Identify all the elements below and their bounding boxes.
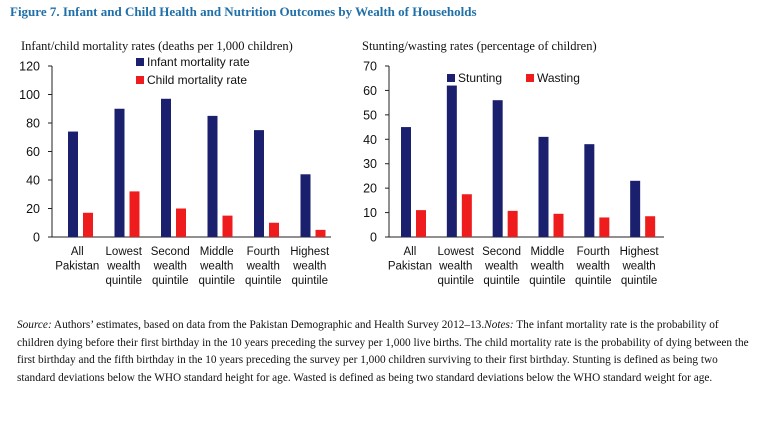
bar-secondary <box>269 222 279 237</box>
y-tick-label: 100 <box>19 88 40 102</box>
bar-secondary <box>507 210 518 237</box>
bar-secondary <box>129 191 140 237</box>
legend-label: Stunting <box>458 71 502 85</box>
bar-primary <box>161 98 171 238</box>
right-chart-title: Stunting/wasting rates (percentage of ch… <box>362 39 597 53</box>
y-tick-label: 30 <box>363 157 377 171</box>
bar-primary <box>401 127 411 237</box>
bar-primary <box>584 144 595 237</box>
source-text: Authors’ estimates, based on data from t… <box>51 319 485 331</box>
legend-label: Infant mortality rate <box>147 55 250 69</box>
x-category-label: Second wealth quintile <box>151 246 190 287</box>
bar-primary <box>492 100 503 237</box>
y-tick-label: 20 <box>26 202 40 216</box>
x-category-label: All Pakistan <box>388 246 432 273</box>
bar-secondary <box>599 217 610 237</box>
x-category-label: Highest wealth quintile <box>290 246 330 287</box>
left-chart-title: Infant/child mortality rates (deaths per… <box>21 39 293 53</box>
bar-primary <box>300 174 311 237</box>
bar-primary <box>446 85 457 238</box>
y-tick-label: 50 <box>363 108 377 122</box>
y-tick-label: 120 <box>19 60 40 74</box>
bar-secondary <box>83 212 93 237</box>
x-category-label: Middle wealth quintile <box>529 246 565 287</box>
bar-secondary <box>553 213 564 237</box>
x-category-label: Lowest wealth quintile <box>438 246 475 287</box>
bar-primary <box>630 180 641 237</box>
y-tick-label: 0 <box>33 231 40 245</box>
legend-swatch <box>526 74 534 82</box>
y-tick-label: 40 <box>363 133 377 147</box>
figure-caption: Source: Authors’ estimates, based on dat… <box>17 317 752 387</box>
y-tick-label: 0 <box>370 231 377 245</box>
bar-primary <box>254 130 264 237</box>
notes-text: The infant mortality rate is the probabi… <box>17 319 749 384</box>
y-tick-label: 60 <box>363 84 377 98</box>
x-category-label: Fourth wealth quintile <box>245 246 281 287</box>
bar-secondary <box>315 229 326 237</box>
bar-secondary <box>222 215 233 237</box>
bar-primary <box>207 115 218 237</box>
bar-secondary <box>416 210 426 237</box>
y-tick-label: 20 <box>363 182 377 196</box>
x-category-label: Lowest wealth quintile <box>106 246 143 287</box>
y-tick-label: 40 <box>26 174 40 188</box>
figure-title: Figure 7. Infant and Child Health and Nu… <box>10 4 477 19</box>
x-category-label: Highest wealth quintile <box>620 246 660 287</box>
bar-primary <box>114 108 125 237</box>
bar-secondary <box>461 194 472 237</box>
x-category-label: Middle wealth quintile <box>199 246 235 287</box>
x-category-label: Second wealth quintile <box>482 246 521 287</box>
legend-swatch <box>136 76 144 84</box>
y-tick-label: 10 <box>363 206 377 220</box>
source-label: Source: <box>17 319 52 331</box>
legend-swatch <box>447 74 455 82</box>
notes-label: Notes: <box>484 319 514 331</box>
bar-primary <box>68 131 78 237</box>
legend-label: Child mortality rate <box>147 73 247 87</box>
legend-swatch <box>136 58 144 66</box>
x-category-label: All Pakistan <box>55 246 99 273</box>
bar-secondary <box>645 216 656 237</box>
y-tick-label: 60 <box>26 145 40 159</box>
legend-label: Wasting <box>537 71 580 85</box>
y-tick-label: 80 <box>26 117 40 131</box>
y-tick-label: 70 <box>363 60 377 74</box>
bar-primary <box>538 136 549 237</box>
mortality-chart: 0 20 40 60 80 100 120 All Pakistan Lowest wealth qu… <box>19 55 331 287</box>
x-category-label: Fourth wealth quintile <box>575 246 611 287</box>
bar-secondary <box>176 208 186 237</box>
